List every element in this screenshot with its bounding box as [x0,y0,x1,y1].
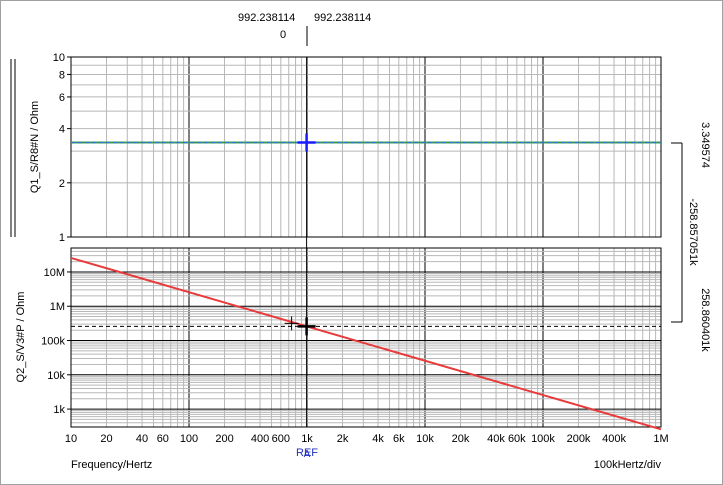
top-plot-border [70,56,662,238]
ref-label: REF [296,447,318,459]
cursor-layer[interactable] [284,57,316,427]
x-tick-label: 60 [157,433,169,445]
x-tick-label: 40k [487,433,505,445]
top-y-tick-label: 8 [59,69,65,81]
top-y-tick-label: 4 [59,124,65,136]
x-tick-label: 20k [452,433,470,445]
cursor-b-value: 992.238114 [314,12,371,24]
bottom-plot-grid [71,248,661,427]
top-y-tick-label: 2 [59,178,65,190]
x-tick-label: 20 [100,433,112,445]
top-y-axis-label: Q1_S/R8#N / Ohm [29,101,41,193]
bottom-y-tick-label: 10k [47,370,65,382]
bottom-y-axis-label: Q2_S/V3#P / Ohm [15,292,27,383]
right-readout-bottom: 258.860401k [699,288,711,352]
bottom-series-line [70,256,662,431]
right-readout-mid: -258.857051k [687,198,699,266]
right-readout-top: 3.349574 [699,122,711,168]
x-tick-label: 6k [393,433,405,445]
x-tick-label: 1k [301,433,313,445]
x-tick-label: 1M [653,433,668,445]
x-tick-label: 200 [215,433,233,445]
bottom-y-tick-label: 10M [44,267,65,279]
bottom-y-tick-label: 1M [50,301,65,313]
x-tick-label: 400 [251,433,269,445]
bottom-y-tick-label: 1k [53,404,65,416]
series-layer [70,141,662,431]
x-tick-label: 100 [180,433,198,445]
x-tick-label: 40 [136,433,148,445]
x-tick-label: 600 [272,433,290,445]
bottom-y-tick-label: 100k [41,336,65,348]
top-y-tick-label: 6 [59,92,65,104]
bottom-plot-border [70,247,662,428]
top-y-tick-label: 1 [59,232,65,244]
x-div-label: 100kHertz/div [594,459,662,471]
x-tick-label: 400k [602,433,626,445]
top-plot-grid [71,57,661,237]
x-tick-label: 2k [337,433,349,445]
x-tick-label: 10k [416,433,434,445]
top-y-tick-label: 10 [53,52,65,64]
x-tick-label: 10 [65,433,77,445]
x-tick-label: 100k [531,433,555,445]
cursor-offset: 0 [280,29,286,41]
x-axis-label: Frequency/Hertz [71,459,152,471]
x-tick-label: 4k [372,433,384,445]
x-tick-label: 200k [567,433,591,445]
ref-marker: A [304,449,311,460]
cursor-a-value: 992.238114 [238,12,295,24]
x-tick-label: 60k [508,433,526,445]
